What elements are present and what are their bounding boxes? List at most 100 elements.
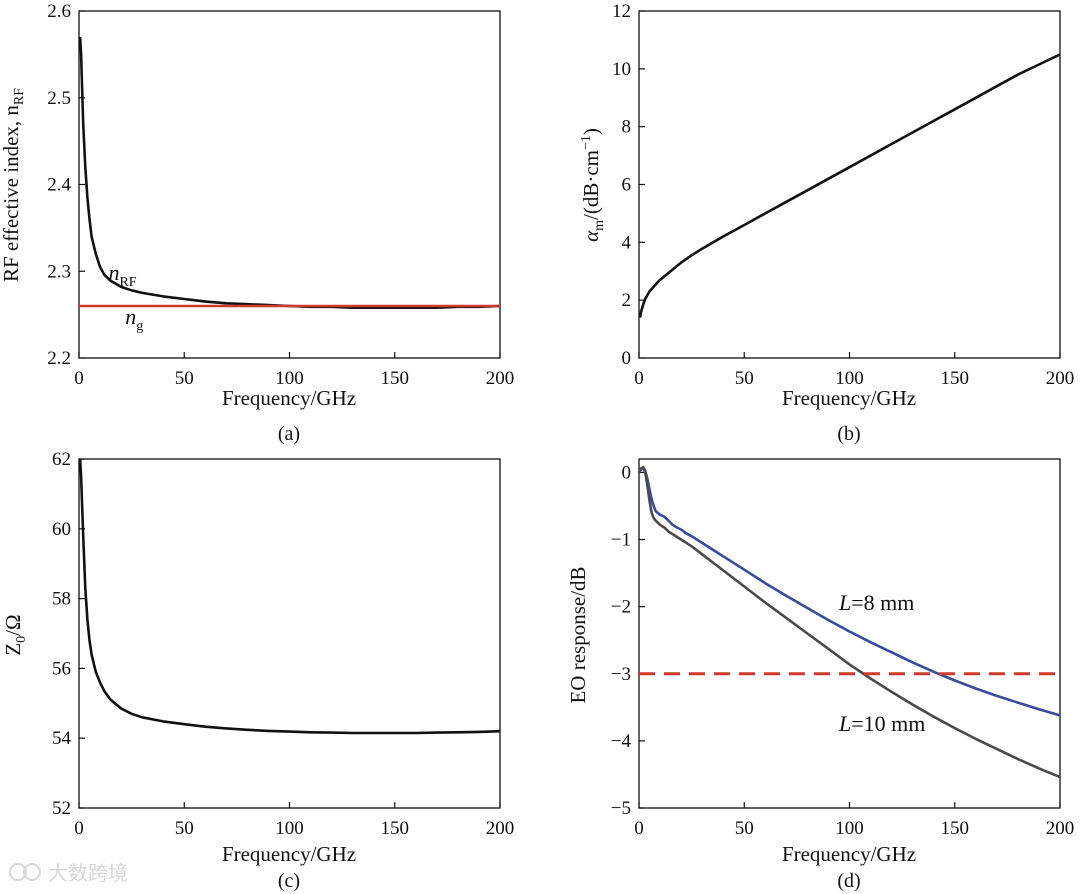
y-tick-label-c-0: 52 — [52, 798, 71, 819]
y-axis-label-a-main: RF effective index, n — [0, 105, 23, 282]
y-tick-label-b-5: 10 — [612, 59, 631, 80]
y-tick-label-d-1: −1 — [611, 530, 631, 551]
y-tick-label-b-3: 6 — [622, 175, 632, 196]
y-axis-label-b-rest: /(dB·cm — [579, 150, 603, 220]
y-tick-label-a-1: 2.3 — [47, 261, 71, 282]
y-tick-label-b-2: 4 — [622, 232, 632, 253]
x-tick-label-c-0: 0 — [74, 818, 84, 839]
panel-d: 0 −1 −2 −3 −4 −5 0 50 100 150 200 Frequency/GHz E… — [566, 458, 1074, 892]
y-axis-label-c-sub: 0 — [14, 636, 29, 643]
x-axis-label-b: Frequency/GHz — [782, 386, 916, 410]
x-tick-label-d-1: 50 — [735, 818, 754, 839]
y-tick-label-a-2: 2.4 — [47, 175, 71, 196]
series-group-a — [78, 36, 501, 309]
annotation-d-0-rest: =8 mm — [851, 590, 914, 615]
y-tick-label-c-4: 60 — [52, 519, 71, 540]
x-axis-label-d: Frequency/GHz — [782, 842, 916, 866]
y-axis-ticks-b: 0 2 4 6 8 10 12 — [612, 1, 645, 369]
watermark-logo-icon-2 — [23, 863, 41, 881]
y-axis-ticks-c: 52 54 56 58 60 62 — [52, 449, 85, 819]
y-tick-label-a-4: 2.6 — [47, 1, 71, 22]
panel-b: 0 2 4 6 8 10 12 0 50 100 150 200 Frequency/GHz αm/… — [579, 1, 1074, 445]
y-tick-label-b-0: 0 — [622, 348, 632, 369]
y-axis-label-c: Z0/Ω — [1, 614, 29, 655]
y-tick-label-d-3: −3 — [611, 664, 631, 685]
y-tick-label-c-3: 58 — [52, 589, 71, 610]
series-line-d-l-8-mm — [637, 466, 1061, 717]
y-tick-label-c-1: 54 — [52, 728, 72, 749]
panel-a: 2.2 2.3 2.4 2.5 2.6 0 50 100 150 200 Frequency/G… — [0, 1, 514, 445]
watermark-text: 大数跨境 — [48, 861, 128, 885]
x-tick-label-d-3: 150 — [941, 818, 970, 839]
x-tick-label-a-4: 200 — [486, 368, 515, 389]
annotation-a-0-sub: RF — [119, 275, 136, 290]
watermark: 大数跨境 — [9, 861, 128, 885]
annotation-a-0-symbol: n — [108, 260, 119, 285]
y-tick-label-d-0: 0 — [622, 462, 632, 483]
y-axis-label-c-main: Z — [1, 643, 25, 656]
annotation-d-0: L=8 mm — [838, 590, 914, 615]
series-line-c-z0 — [78, 458, 501, 735]
x-tick-label-a-2: 100 — [275, 368, 304, 389]
x-tick-label-b-3: 150 — [941, 368, 970, 389]
annotation-a-0: nRF — [108, 260, 136, 290]
annotation-d-1-symbol: L — [838, 711, 851, 736]
x-axis-ticks-d: 0 50 100 150 200 — [634, 802, 1074, 839]
x-tick-label-c-3: 150 — [381, 818, 410, 839]
plot-frame-b — [638, 10, 1061, 359]
x-tick-label-c-4: 200 — [486, 818, 515, 839]
x-tick-label-b-4: 200 — [1046, 368, 1075, 389]
watermark-logo-icon — [9, 863, 27, 881]
annotations-d: L=8 mmL=10 mm — [838, 590, 925, 736]
x-tick-label-a-3: 150 — [381, 368, 410, 389]
y-axis-label-b: αm/(dB·cm−1) — [579, 128, 607, 242]
x-tick-label-b-2: 100 — [835, 368, 864, 389]
panel-label-d: (d) — [837, 870, 860, 892]
annotation-d-1-rest: =10 mm — [851, 711, 925, 736]
y-tick-label-c-2: 56 — [52, 658, 71, 679]
series-line-d-l-10-mm — [637, 465, 1061, 779]
x-tick-label-b-1: 50 — [735, 368, 754, 389]
plot-frame-d — [638, 458, 1061, 809]
y-tick-label-c-5: 62 — [52, 449, 71, 470]
y-tick-label-d-5: −5 — [611, 798, 631, 819]
x-axis-label-a: Frequency/GHz — [222, 386, 356, 410]
x-axis-ticks-a: 0 50 100 150 200 — [74, 352, 514, 389]
y-axis-label-b-main: α — [579, 230, 603, 242]
annotation-a-1-sub: g — [136, 319, 143, 334]
series-group-b — [638, 53, 1061, 318]
series-line-b-alpha-m — [638, 53, 1061, 318]
x-axis-ticks-c: 0 50 100 150 200 — [74, 802, 514, 839]
y-axis-label-b-sup: −1 — [579, 135, 594, 150]
y-axis-label-d: EO response/dB — [566, 566, 590, 703]
panel-label-a: (a) — [278, 423, 300, 445]
series-line-a-n-rf — [78, 36, 501, 309]
x-tick-label-d-2: 100 — [835, 818, 864, 839]
y-axis-label-c-rest: /Ω — [1, 614, 25, 635]
y-axis-ticks-d: 0 −1 −2 −3 −4 −5 — [611, 462, 645, 819]
y-tick-label-a-0: 2.2 — [47, 348, 71, 369]
plot-frame-c — [78, 458, 501, 809]
annotation-d-0-symbol: L — [838, 590, 851, 615]
y-axis-ticks-a: 2.2 2.3 2.4 2.5 2.6 — [47, 1, 85, 369]
x-tick-label-c-1: 50 — [175, 818, 194, 839]
x-tick-label-b-0: 0 — [634, 368, 644, 389]
annotation-d-1: L=10 mm — [838, 711, 925, 736]
y-axis-label-a: RF effective index, nRF — [0, 88, 27, 282]
series-group-d — [637, 465, 1061, 779]
x-axis-ticks-b: 0 50 100 150 200 — [634, 352, 1074, 389]
y-axis-label-b-sub: m — [592, 220, 607, 231]
x-tick-label-a-0: 0 — [74, 368, 84, 389]
y-axis-label-b-end: ) — [579, 128, 603, 135]
y-tick-label-b-6: 12 — [612, 1, 631, 22]
y-tick-label-b-4: 8 — [622, 117, 632, 138]
annotation-a-1: ng — [125, 304, 143, 334]
y-tick-label-d-4: −4 — [611, 731, 632, 752]
x-tick-label-d-4: 200 — [1046, 818, 1075, 839]
x-tick-label-a-1: 50 — [175, 368, 194, 389]
y-tick-label-b-1: 2 — [622, 290, 632, 311]
x-tick-label-c-2: 100 — [275, 818, 304, 839]
